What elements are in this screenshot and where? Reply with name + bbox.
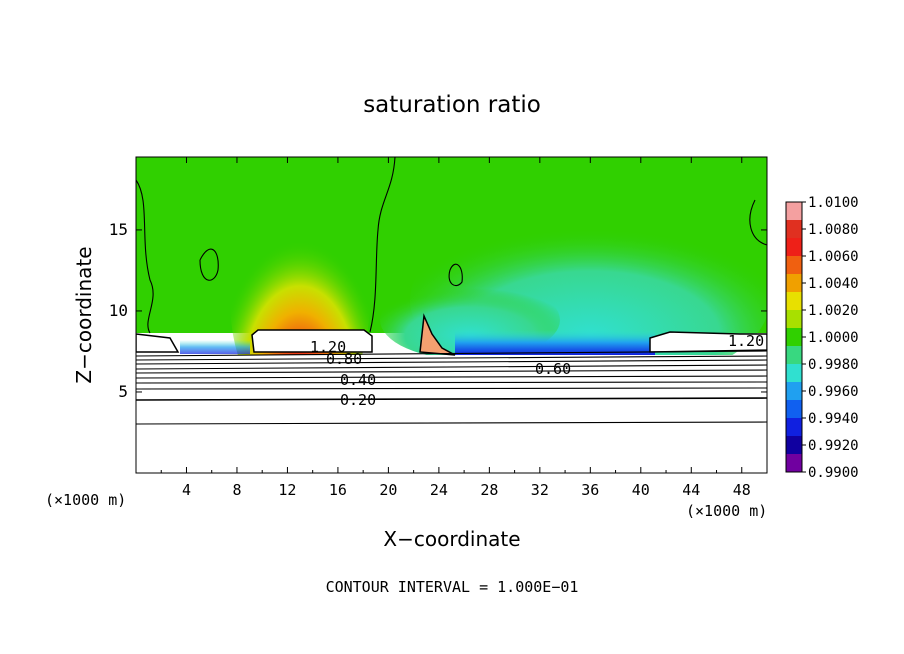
- x-unit-right: (×1000 m): [686, 502, 767, 520]
- colorbar-swatch: [786, 238, 802, 257]
- contour-line: [135, 364, 768, 370]
- colorbar-swatch: [786, 454, 802, 473]
- contour-label: 1.20: [728, 332, 764, 350]
- contour-label: 0.80: [326, 350, 362, 368]
- x-tick-label: 48: [733, 481, 751, 499]
- contour-line: [135, 381, 768, 384]
- colorbar-swatch: [786, 346, 802, 365]
- colorbar-swatch: [786, 328, 802, 347]
- cloud-spike: [419, 313, 456, 356]
- cloud-left: [251, 329, 373, 353]
- contour-line: [448, 263, 463, 287]
- y-tick-label: 15: [109, 220, 128, 239]
- x-tick-label: 4: [182, 481, 191, 499]
- x-tick-label: 28: [480, 481, 498, 499]
- colorbar-label: 1.0100: [808, 195, 859, 211]
- contour-line: [369, 156, 396, 333]
- colorbar: 1.0100 1.0080 1.0060 1.0040 1.0020 1.0000 0.99…: [785, 195, 859, 481]
- colorbar-label: 1.0040: [808, 276, 859, 292]
- contour-label: 0.60: [535, 360, 571, 378]
- chart-title: saturation ratio: [363, 92, 541, 118]
- contour-label: 0.20: [340, 391, 376, 409]
- colorbar-swatch: [786, 382, 802, 401]
- x-unit-left: (×1000 m): [45, 491, 126, 509]
- contour-line: [135, 421, 768, 425]
- field-dry-band: [455, 330, 655, 355]
- colorbar-label: 0.9960: [808, 384, 859, 400]
- contour-label: 1.20: [310, 338, 346, 356]
- contour-line: [199, 248, 219, 281]
- plot-field: [136, 157, 767, 473]
- colorbar-swatch: [786, 256, 802, 275]
- contour-line: [135, 397, 768, 401]
- contour-labels: 1.20 0.80 0.60 0.40 0.20 1.20: [310, 332, 764, 409]
- contour-interval-footer: CONTOUR INTERVAL = 1.000E−01: [326, 578, 579, 596]
- cloud-far-left: [136, 333, 180, 353]
- x-tick-label: 16: [329, 481, 347, 499]
- colorbar-swatch: [786, 364, 802, 383]
- contour-lines: [135, 156, 768, 425]
- colorbar-swatch: [786, 418, 802, 437]
- x-tick-label: 24: [430, 481, 448, 499]
- contour-line: [749, 199, 768, 246]
- plot-frame: [135, 156, 768, 474]
- x-tick-label: 8: [232, 481, 241, 499]
- colorbar-swatch: [786, 310, 802, 329]
- colorbar-label: 0.9940: [808, 411, 859, 427]
- contour-line: [135, 359, 768, 365]
- colorbar-swatch: [786, 202, 802, 221]
- colorbar-label: 1.0080: [808, 222, 859, 238]
- colorbar-label: 0.9900: [808, 465, 859, 481]
- x-axis-ticks: 4 8 12 16 20 24 28 32 36 40 44 48: [160, 157, 751, 499]
- contour-line: [135, 179, 154, 334]
- x-tick-label: 44: [682, 481, 700, 499]
- colorbar-label: 0.9920: [808, 438, 859, 454]
- x-tick-label: 40: [632, 481, 650, 499]
- y-axis-label: Z−coordinate: [72, 246, 96, 383]
- colorbar-label: 0.9980: [808, 357, 859, 373]
- contour-line: [135, 375, 768, 379]
- y-tick-label: 10: [109, 301, 128, 320]
- colorbar-swatch: [786, 436, 802, 455]
- x-axis-label: X−coordinate: [383, 527, 520, 551]
- y-axis-ticks: 5 10 15: [109, 220, 767, 401]
- colorbar-swatch: [786, 220, 802, 239]
- colorbar-label: 1.0000: [808, 330, 859, 346]
- colorbar-swatch: [786, 292, 802, 311]
- y-tick-label: 5: [118, 382, 128, 401]
- colorbar-label: 1.0060: [808, 249, 859, 265]
- colorbar-swatch: [786, 274, 802, 293]
- contour-line: [135, 387, 768, 390]
- x-tick-label: 32: [531, 481, 549, 499]
- contour-line: [135, 355, 768, 361]
- field-dry-band-left: [180, 340, 250, 354]
- colorbar-label: 1.0020: [808, 303, 859, 319]
- x-tick-label: 36: [581, 481, 599, 499]
- field-subcloud: [136, 355, 767, 473]
- contour-label: 0.40: [340, 371, 376, 389]
- colorbar-swatch: [786, 400, 802, 419]
- x-tick-label: 20: [379, 481, 397, 499]
- x-tick-label: 12: [278, 481, 296, 499]
